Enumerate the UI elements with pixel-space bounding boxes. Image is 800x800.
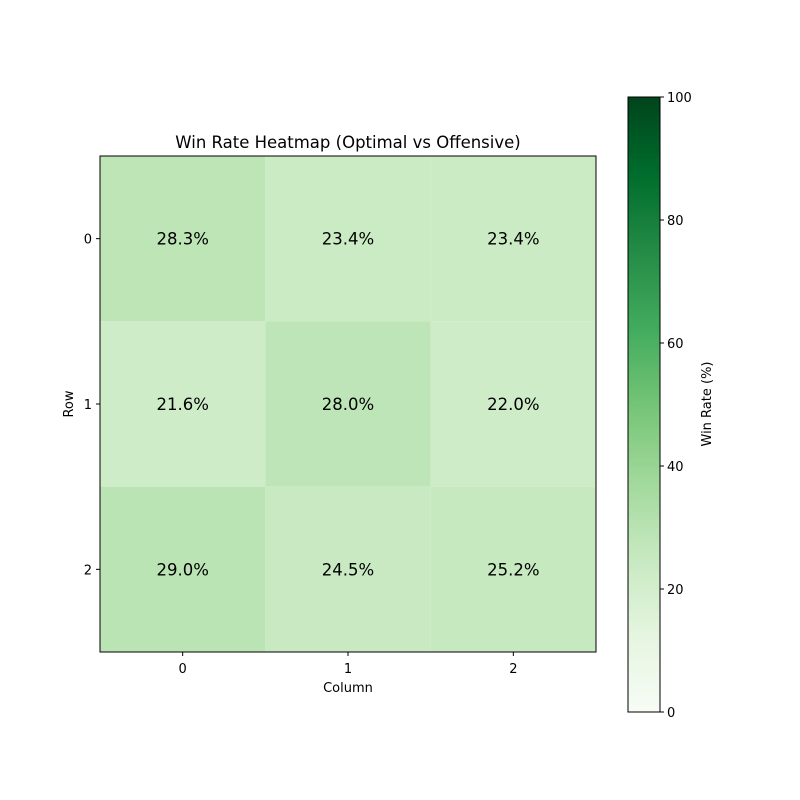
cell-value-label: 29.0% (156, 560, 208, 579)
heatmap-cell (430, 486, 596, 652)
x-axis-label: Column (323, 681, 373, 696)
colorbar-tick-label: 20 (667, 583, 684, 598)
y-tick-label: 0 (84, 233, 92, 248)
heatmap-cell (430, 156, 596, 322)
colorbar-tick-label: 100 (667, 91, 692, 106)
colorbar-label: Win Rate (%) (700, 362, 715, 447)
colorbar-tick-label: 60 (667, 337, 684, 352)
x-tick-label: 1 (344, 662, 352, 677)
y-tick-label: 2 (84, 563, 92, 578)
cell-value-label: 24.5% (322, 560, 374, 579)
heatmap-cell (100, 156, 266, 322)
cell-value-label: 25.2% (487, 560, 539, 579)
colorbar-ticks: 0 20 40 60 80 100 (660, 91, 692, 721)
heatmap-cell (265, 321, 431, 487)
heatmap-cell (265, 486, 431, 652)
y-axis-label: Row (62, 390, 77, 417)
colorbar-tick-label: 0 (667, 706, 675, 721)
y-axis-ticks: 0 1 2 (84, 233, 100, 578)
x-tick-label: 2 (509, 662, 517, 677)
colorbar-tick-label: 40 (667, 460, 684, 475)
x-axis-ticks: 0 1 2 (179, 652, 517, 677)
heatmap-cell (430, 321, 596, 487)
heatmap-cell (100, 486, 266, 652)
cell-value-label: 28.3% (156, 230, 208, 249)
cell-value-label: 23.4% (487, 230, 539, 249)
y-tick-label: 1 (84, 398, 92, 413)
x-tick-label: 0 (179, 662, 187, 677)
cell-value-label: 23.4% (322, 230, 374, 249)
cell-value-label: 21.6% (156, 395, 208, 414)
cell-value-label: 22.0% (487, 395, 539, 414)
heatmap-cells: 28.3% 23.4% 23.4% 21.6% 28.0% 22.0% 29.0% 24.5%… (100, 156, 596, 652)
colorbar-tick-label: 80 (667, 214, 684, 229)
chart-title: Win Rate Heatmap (Optimal vs Offensive) (175, 133, 520, 152)
heatmap-cell (100, 321, 266, 487)
heatmap-cell (265, 156, 431, 322)
colorbar (627, 96, 661, 713)
cell-value-label: 28.0% (322, 395, 374, 414)
